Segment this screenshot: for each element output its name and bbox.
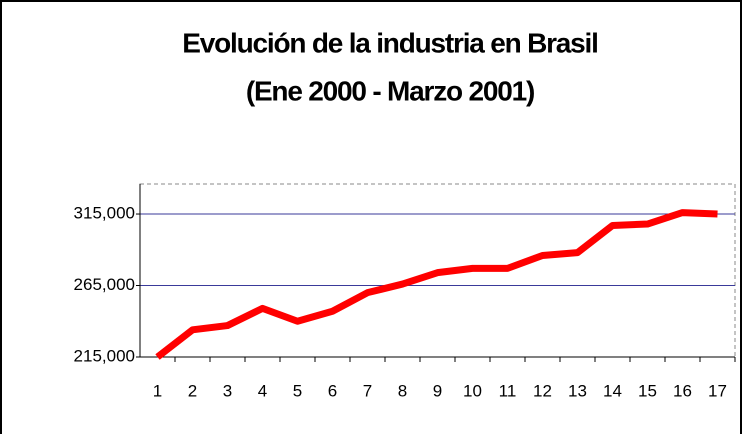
x-tick-label: 10: [463, 381, 482, 400]
x-tick-label: 9: [433, 381, 442, 400]
chart-title: Evolución de la industria en Brasil: [182, 27, 597, 58]
x-tick-label: 2: [188, 381, 197, 400]
x-tick-label: 4: [258, 381, 267, 400]
x-tick-label: 12: [533, 381, 552, 400]
x-tick-label: 13: [568, 381, 587, 400]
x-tick-label: 5: [293, 381, 302, 400]
x-tick-label: 14: [603, 381, 622, 400]
y-tick-label: 315,000: [74, 204, 135, 223]
x-tick-label: 16: [673, 381, 692, 400]
x-tick-label: 3: [223, 381, 232, 400]
line-series: [155, 209, 718, 360]
y-tick-label: 265,000: [74, 275, 135, 294]
x-tick-label: 6: [328, 381, 337, 400]
y-tick-label: 215,000: [74, 346, 135, 365]
x-tick-label: 1: [153, 381, 162, 400]
chart-subtitle: (Ene 2000 - Marzo 2001): [246, 75, 534, 106]
x-tick-label: 15: [638, 381, 657, 400]
x-tick-label: 17: [708, 381, 727, 400]
x-tick-label: 11: [499, 381, 517, 400]
x-tick-label: 7: [363, 381, 372, 400]
x-tick-label: 8: [398, 381, 407, 400]
